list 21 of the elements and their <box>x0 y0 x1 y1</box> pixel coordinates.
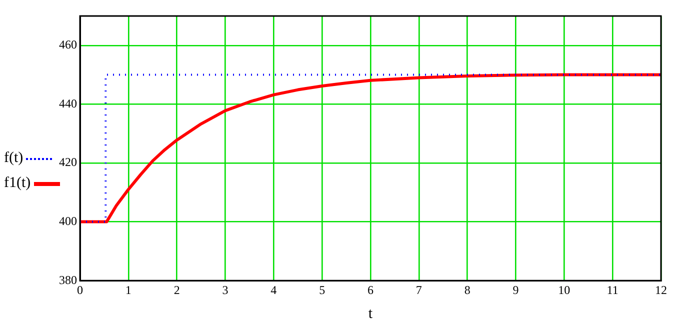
x-tick-label: 9 <box>512 282 519 297</box>
x-tick-label: 7 <box>416 282 422 297</box>
x-tick-label: 2 <box>174 282 180 297</box>
legend-label: f(t) <box>4 150 24 167</box>
x-tick-label: 10 <box>558 282 570 297</box>
x-tick-label: 0 <box>77 282 83 297</box>
y-tick-label: 440 <box>59 96 77 110</box>
x-tick-label: 6 <box>368 282 374 297</box>
y-tick-label: 420 <box>59 155 77 170</box>
x-tick-label: 11 <box>606 282 618 297</box>
x-tick-label: 12 <box>655 282 667 297</box>
x-tick-label: 3 <box>222 282 228 297</box>
x-tick-label: 5 <box>319 282 326 297</box>
x-tick-label: 4 <box>270 282 277 297</box>
x-axis-title: t <box>368 306 374 322</box>
y-tick-label: 460 <box>59 38 77 52</box>
y-tick-label: 380 <box>59 272 77 287</box>
x-tick-label: 1 <box>125 282 132 297</box>
legend-label: f1(t) <box>4 175 31 192</box>
x-tick-label: 8 <box>464 282 470 297</box>
y-tick-label: 400 <box>59 214 77 228</box>
